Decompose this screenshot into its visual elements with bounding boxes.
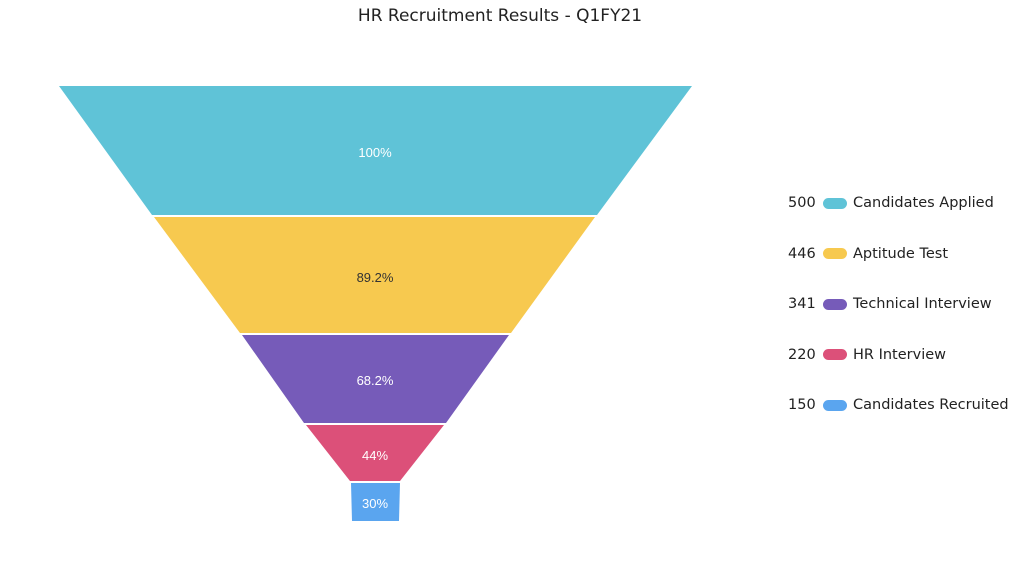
segment-shape	[242, 335, 509, 423]
legend-item-aptitude-test[interactable]: 446 Aptitude Test	[788, 243, 1009, 265]
funnel-chart: 100% 89.2% 68.2% 44% 30%	[59, 86, 692, 521]
legend-swatch-icon	[823, 349, 847, 360]
funnel-segment-candidates-applied[interactable]: 100%	[59, 86, 692, 215]
funnel-segment-technical-interview[interactable]: 68.2%	[242, 335, 509, 423]
legend: 500 Candidates Applied 446 Aptitude Test…	[788, 192, 1009, 445]
legend-label: Technical Interview	[853, 296, 992, 312]
legend-value: 500	[788, 195, 816, 211]
legend-swatch-icon	[823, 298, 847, 310]
legend-value: 220	[788, 346, 816, 363]
segment-label: 44%	[362, 448, 388, 463]
legend-item-hr-interview[interactable]: 220 HR Interview	[788, 344, 1009, 366]
legend-value: 150	[788, 397, 816, 413]
segment-label: 100%	[358, 145, 392, 160]
segment-label: 30%	[362, 496, 388, 511]
legend-label: Aptitude Test	[853, 245, 949, 262]
legend-value: 446	[788, 245, 816, 262]
segment-shape	[154, 217, 595, 333]
funnel-segment-candidates-recruited[interactable]: 30%	[351, 483, 400, 521]
segment-label: 68.2%	[357, 373, 394, 388]
legend-value: 341	[788, 296, 816, 312]
legend-swatch-icon	[823, 197, 847, 209]
chart-title: HR Recruitment Results - Q1FY21	[357, 6, 643, 26]
segment-label: 89.2%	[357, 270, 394, 285]
legend-item-technical-interview[interactable]: 341 Technical Interview	[788, 293, 1009, 315]
legend-swatch-icon	[823, 399, 847, 411]
segment-shape	[59, 86, 692, 215]
legend-item-candidates-recruited[interactable]: 150 Candidates Recruited	[788, 394, 1009, 416]
funnel-segment-aptitude-test[interactable]: 89.2%	[154, 217, 595, 333]
legend-label: Candidates Recruited	[853, 397, 1009, 413]
legend-swatch-icon	[823, 248, 847, 259]
legend-label: HR Interview	[853, 346, 947, 363]
legend-item-candidates-applied[interactable]: 500 Candidates Applied	[788, 192, 1009, 214]
segment-shape	[351, 483, 400, 521]
funnel-segment-hr-interview[interactable]: 44%	[306, 425, 444, 481]
segment-shape	[306, 425, 444, 481]
legend-label: Candidates Applied	[853, 195, 994, 211]
